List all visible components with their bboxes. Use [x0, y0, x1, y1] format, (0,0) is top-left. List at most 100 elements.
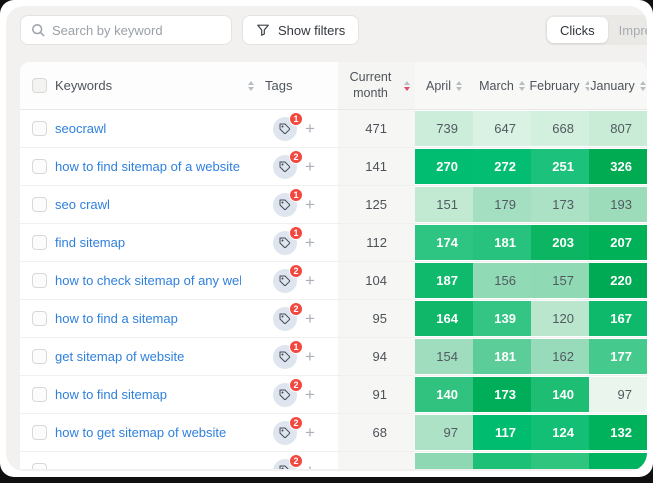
tag-button[interactable]: 2 [273, 263, 303, 293]
month-sort-icon[interactable] [456, 80, 462, 91]
current-month-value: 68 [338, 414, 415, 451]
heatmap-cell [531, 453, 589, 469]
tag-button[interactable]: 2 [273, 453, 303, 469]
keyword-link[interactable]: how to find sitemap of a website [55, 159, 240, 174]
heatmap-cells: 154 181 162 177 [415, 338, 647, 375]
tags-column-header: Tags [265, 78, 293, 93]
month-headers: April March February January [415, 62, 647, 109]
row-checkbox[interactable] [32, 159, 47, 174]
table-row: seocrawl 1 + 471 739 647 668 807 [20, 110, 647, 148]
heatmap-cells: 187 156 157 220 [415, 262, 647, 299]
tag-button[interactable]: 2 [273, 149, 303, 179]
toggle-impressions[interactable]: Impressions [618, 22, 647, 38]
keyword-link[interactable]: seocrawl [55, 121, 107, 136]
month-column-header[interactable]: March [473, 62, 531, 109]
add-tag-button[interactable]: + [305, 385, 315, 404]
add-tag-button[interactable]: + [305, 462, 315, 469]
current-month-column-header[interactable]: Current month [338, 62, 415, 109]
tag-button[interactable]: 1 [273, 225, 303, 255]
month-sort-icon[interactable] [518, 80, 525, 91]
heatmap-cell: 179 [473, 187, 531, 222]
heatmap-cell: 173 [473, 377, 531, 412]
keyword-link[interactable]: how to find a sitemap [55, 311, 178, 326]
tag-button[interactable]: 1 [273, 111, 303, 141]
month-column-header[interactable]: April [415, 62, 473, 109]
tag-button[interactable]: 2 [273, 415, 303, 445]
heatmap-cells: 270 272 251 326 [415, 148, 647, 185]
current-month-value [338, 452, 415, 469]
heatmap-cell: 164 [415, 301, 473, 336]
tag-button[interactable]: 1 [273, 339, 303, 369]
current-month-value: 471 [338, 110, 415, 147]
tag-icon [279, 123, 291, 134]
tag-count-badge: 2 [289, 301, 303, 316]
tag-count-badge: 2 [289, 263, 303, 278]
keywords-column-header[interactable]: Keywords [55, 78, 113, 93]
add-tag-button[interactable]: + [305, 195, 315, 214]
heatmap-cell: 668 [531, 111, 589, 146]
table-row: find sitemap 1 + 112 174 181 203 207 [20, 224, 647, 262]
heatmap-cells [415, 452, 647, 469]
tag-icon [279, 161, 291, 172]
add-tag-button[interactable]: + [305, 157, 315, 176]
tag-button[interactable]: 2 [273, 377, 303, 407]
tag-button[interactable]: 2 [273, 301, 303, 331]
row-checkbox[interactable] [32, 349, 47, 364]
row-checkbox[interactable] [32, 235, 47, 250]
toggle-clicks[interactable]: Clicks [547, 17, 608, 43]
add-tag-button[interactable]: + [305, 119, 315, 138]
heatmap-cell: 181 [473, 339, 531, 374]
add-tag-button[interactable]: + [305, 309, 315, 328]
current-month-value: 104 [338, 262, 415, 299]
tag-button[interactable]: 1 [273, 187, 303, 217]
heatmap-cell: 117 [473, 415, 531, 450]
table-row: 2 + [20, 452, 647, 469]
keyword-link[interactable]: how to get sitemap of website [55, 425, 227, 440]
heatmap-cell: 251 [531, 149, 589, 184]
clicks-impressions-toggle: Clicks Impressions [545, 15, 647, 45]
table-row: seo crawl 1 + 125 151 179 173 193 [20, 186, 647, 224]
keyword-link[interactable]: get sitemap of website [55, 349, 185, 364]
month-column-header[interactable]: February [529, 62, 591, 109]
heatmap-cell: 187 [415, 263, 473, 298]
row-checkbox[interactable] [32, 387, 47, 402]
search-icon [31, 23, 45, 37]
row-checkbox[interactable] [32, 311, 47, 326]
add-tag-button[interactable]: + [305, 423, 315, 442]
tag-count-badge: 1 [289, 339, 303, 354]
keyword-link[interactable]: how to find sitemap [55, 387, 168, 402]
heatmap-cell: 140 [531, 377, 589, 412]
row-checkbox[interactable] [32, 121, 47, 136]
month-sort-icon[interactable] [639, 80, 646, 91]
current-month-value: 112 [338, 224, 415, 261]
add-tag-button[interactable]: + [305, 271, 315, 290]
row-checkbox[interactable] [32, 273, 47, 288]
month-sort-icon[interactable] [584, 80, 591, 91]
heatmap-cell: 739 [415, 111, 473, 146]
keyword-link[interactable]: how to check sitemap of any website [55, 273, 241, 288]
table-row: how to find sitemap 2 + 91 140 173 140 97 [20, 376, 647, 414]
heatmap-cell: 181 [473, 225, 531, 260]
tag-count-badge: 2 [289, 415, 303, 430]
show-filters-button[interactable]: Show filters [242, 15, 360, 45]
keywords-sort-icon[interactable] [248, 80, 254, 91]
current-month-sort-icon[interactable] [403, 80, 410, 91]
keywords-panel: Search by keyword Show filters Clicks Im… [6, 6, 647, 471]
keyword-link[interactable]: seo crawl [55, 197, 110, 212]
heatmap-cell: 167 [589, 301, 647, 336]
add-tag-button[interactable]: + [305, 233, 315, 252]
month-column-header[interactable]: January [589, 62, 647, 109]
heatmap-cells: 164 139 120 167 [415, 300, 647, 337]
row-checkbox[interactable] [32, 197, 47, 212]
heatmap-cell [415, 453, 473, 469]
row-checkbox[interactable] [32, 425, 47, 440]
keyword-link[interactable]: find sitemap [55, 235, 126, 250]
row-checkbox[interactable] [32, 463, 47, 469]
heatmap-cell: 173 [531, 187, 589, 222]
heatmap-cells: 97 117 124 132 [415, 414, 647, 451]
add-tag-button[interactable]: + [305, 347, 315, 366]
select-all-checkbox[interactable] [32, 78, 47, 93]
search-input[interactable]: Search by keyword [20, 15, 232, 45]
tag-icon [279, 275, 291, 286]
